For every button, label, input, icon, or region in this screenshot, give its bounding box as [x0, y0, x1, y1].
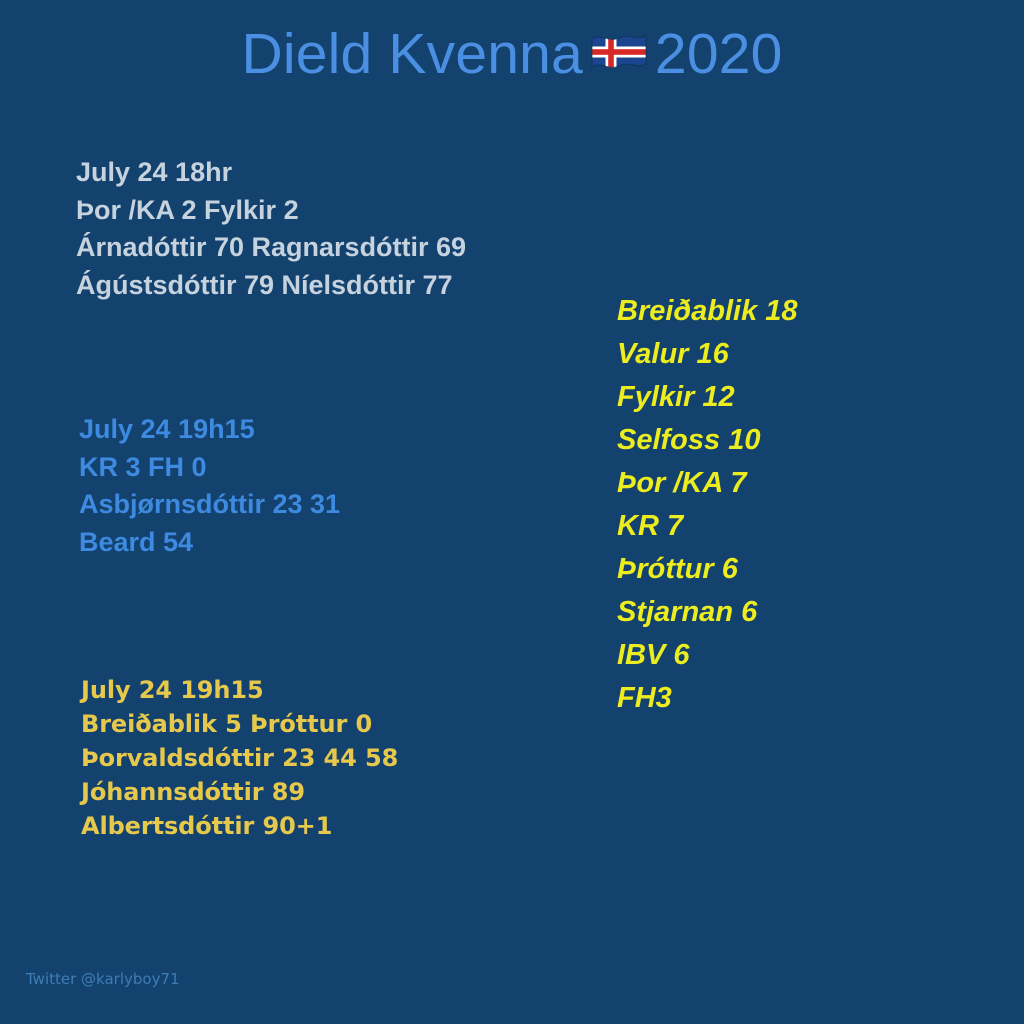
match-result-block-2: July 24 19h15 KR 3 FH 0 Asbjørnsdóttir 2…	[79, 411, 340, 561]
match-scorers-line: Árnadóttir 70 Ragnarsdóttir 69	[76, 232, 467, 262]
match-kickoff-time: July 24 18hr	[76, 157, 233, 187]
page-title-text-before-flag: Dield Kvenna	[241, 22, 583, 86]
match-scorers-line: Jóhannsdóttir 89	[81, 778, 305, 806]
league-standings-list: Breiðablik 18 Valur 16 Fylkir 12 Selfoss…	[617, 290, 798, 720]
match-scorers-line: Albertsdóttir 90+1	[81, 812, 333, 840]
iceland-flag-icon	[591, 32, 647, 72]
match-scoreline: KR 3 FH 0	[79, 451, 207, 482]
page-title: Dield Kvenna 2020	[0, 26, 1024, 83]
match-result-block-3: July 24 19h15 Breiðablik 5 Þróttur 0 Þor…	[81, 673, 398, 843]
standings-row: Breiðablik 18	[617, 295, 798, 327]
match-kickoff-time: July 24 19h15	[81, 676, 264, 704]
standings-row: Selfoss 10	[617, 424, 761, 456]
match-scorers-line: Þorvaldsdóttir 23 44 58	[81, 744, 399, 772]
standings-row: Þróttur 6	[617, 553, 738, 585]
standings-row: Þor /KA 7	[617, 467, 747, 499]
standings-row: Valur 16	[617, 338, 729, 370]
standings-row: Stjarnan 6	[617, 596, 758, 628]
match-result-block-1: July 24 18hr Þor /KA 2 Fylkir 2 Árnadótt…	[76, 154, 466, 304]
match-scorers-line: Ágústsdóttir 79 Níelsdóttir 77	[76, 269, 453, 300]
match-scoreline: Þor /KA 2 Fylkir 2	[76, 194, 299, 225]
match-scoreline: Breiðablik 5 Þróttur 0	[81, 710, 373, 738]
standings-row: IBV 6	[617, 639, 690, 671]
standings-row: KR 7	[617, 510, 684, 542]
page-title-text-after-flag: 2020	[654, 22, 783, 86]
standings-row: FH3	[617, 682, 672, 714]
match-kickoff-time: July 24 19h15	[79, 414, 255, 444]
match-scorers-line: Asbjørnsdóttir 23 31	[79, 489, 341, 519]
standings-row: Fylkir 12	[617, 381, 735, 413]
match-scorers-line: Beard 54	[79, 526, 194, 557]
twitter-credit: Twitter @karlyboy71	[26, 970, 180, 988]
